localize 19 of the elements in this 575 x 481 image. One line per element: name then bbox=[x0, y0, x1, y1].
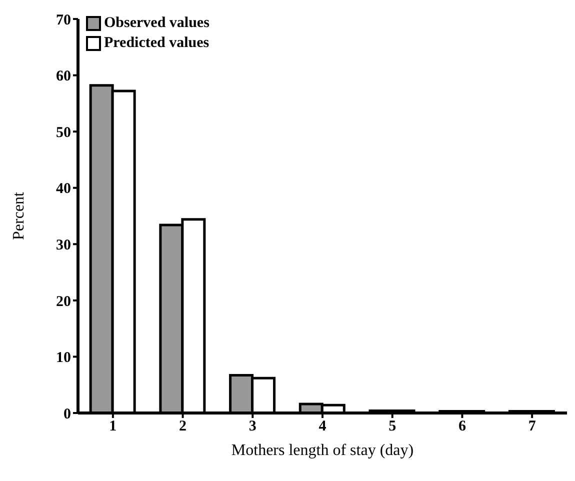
y-axis-title: Percent bbox=[10, 191, 28, 240]
y-tick-label: 20 bbox=[56, 294, 71, 310]
legend-label: Observed values bbox=[104, 14, 210, 33]
y-tick-label: 30 bbox=[56, 237, 71, 254]
y-tick-label: 10 bbox=[56, 350, 71, 366]
x-tick-label: 2 bbox=[179, 418, 187, 435]
y-tick-label: 40 bbox=[56, 181, 71, 198]
y-tick-label: 50 bbox=[56, 124, 71, 141]
x-tick-label: 7 bbox=[528, 418, 536, 435]
x-tick-label: 1 bbox=[109, 418, 117, 435]
x-tick-label: 5 bbox=[388, 418, 396, 435]
x-tick-label: 3 bbox=[248, 418, 256, 435]
legend-label: Predicted values bbox=[104, 34, 210, 53]
x-axis-title: Mothers length of stay (day) bbox=[231, 442, 414, 459]
x-tick-label: 6 bbox=[458, 418, 466, 435]
x-tick-label: 4 bbox=[318, 418, 327, 435]
y-tick-label: 0 bbox=[64, 406, 71, 422]
y-tick-label: 60 bbox=[56, 68, 71, 85]
y-tick-label: 70 bbox=[56, 12, 71, 28]
